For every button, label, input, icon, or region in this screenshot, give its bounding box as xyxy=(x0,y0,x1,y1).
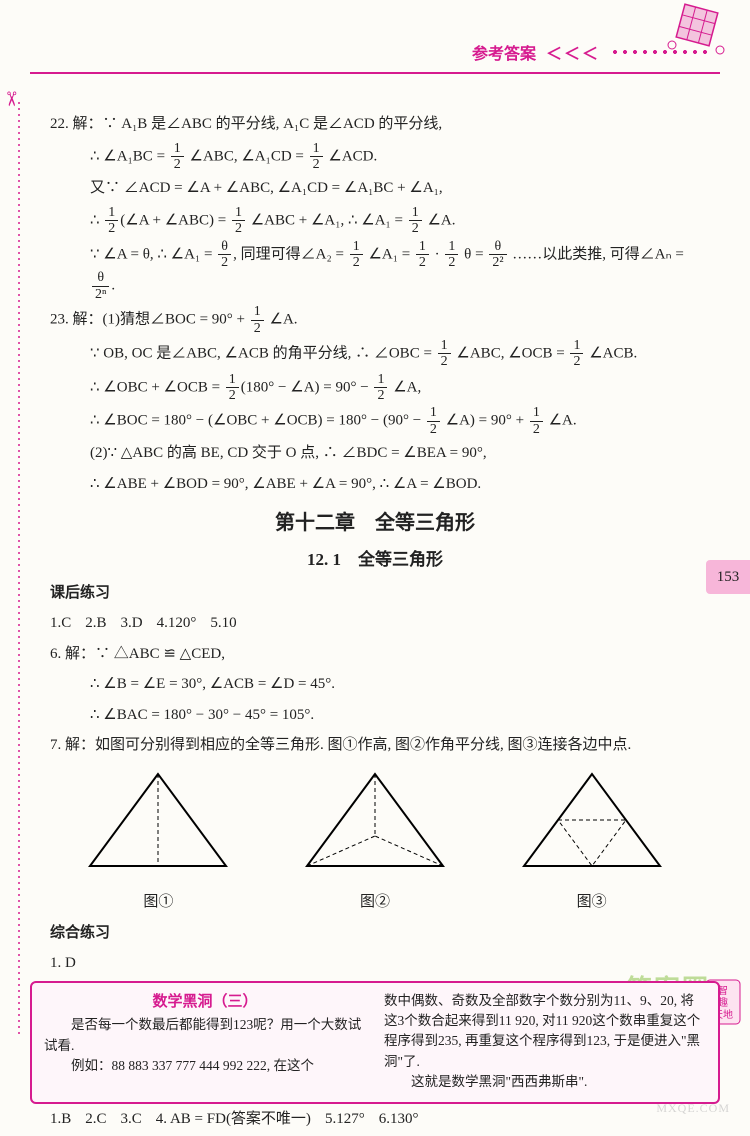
q22-line4: ∵ ∠A = θ, ∴ ∠A₁ = θ2, 同理可得∠A₂ = 12 ∠A₁ =… xyxy=(50,239,700,303)
fig3-label: 图③ xyxy=(512,888,672,917)
header-text: 参考答案 xyxy=(472,46,536,63)
q22-intro: 22. 解：∵ A₁B 是∠ABC 的平分线, A₁C 是∠ACD 的平分线, xyxy=(50,110,700,139)
footer-left-1: 是否每一个数最后都能得到123呢？用一个大数试试看. xyxy=(44,1015,366,1056)
q6-l2: ∴ ∠B = ∠E = 30°, ∠ACB = ∠D = 45°. xyxy=(50,670,700,699)
q23-line5: ∴ ∠ABE + ∠BOD = 90°, ∠ABE + ∠A = 90°, ∴ … xyxy=(50,470,700,499)
figure-row: 图① 图② 图③ xyxy=(50,766,700,917)
figure-1: 图① xyxy=(78,766,238,917)
ex1-answers: 1.B2.C3.C4. AB = FD(答案不唯一)5.127°6.130° xyxy=(50,1105,700,1134)
footer-right-2: 这就是数学黑洞"西西弗斯串". xyxy=(384,1072,706,1092)
footer-left-2: 例如：88 883 337 777 444 992 222, 在这个 xyxy=(44,1056,366,1076)
postclass-label: 课后练习 xyxy=(50,579,700,608)
figure-2: 图② xyxy=(295,766,455,917)
composite-label: 综合练习 xyxy=(50,919,700,948)
footer-title: 数学黑洞（三） xyxy=(44,991,366,1014)
page-number-tab: 153 xyxy=(706,560,750,594)
q6-l3: ∴ ∠BAC = 180° − 30° − 45° = 105°. xyxy=(50,701,700,730)
footer-right: 数中偶数、奇数及全部数字个数分别为11、9、20, 将这3个数合起来得到11 9… xyxy=(384,991,706,1092)
fig2-label: 图② xyxy=(295,888,455,917)
q23-line2: ∴ ∠OBC + ∠OCB = 12(180° − ∠A) = 90° − 12… xyxy=(50,372,700,404)
cube-mascot-icon xyxy=(620,0,750,70)
q23-line3: ∴ ∠BOC = 180° − (∠OBC + ∠OCB) = 180° − (… xyxy=(50,405,700,437)
chapter-title: 第十二章 全等三角形 xyxy=(50,504,700,542)
top-divider xyxy=(30,72,720,74)
footer-left: 数学黑洞（三） 是否每一个数最后都能得到123呢？用一个大数试试看. 例如：88… xyxy=(44,991,366,1092)
q6-l1: 6. 解：∵ △ABC ≌ △CED, xyxy=(50,640,700,669)
q23-line1: ∵ OB, OC 是∠ABC, ∠ACB 的角平分线, ∴ ∠OBC = 12 … xyxy=(50,338,700,370)
left-perforation xyxy=(18,100,20,1034)
scissor-icon: ✂ xyxy=(0,91,29,108)
q23-intro: 23. 解：(1)猜想∠BOC = 90° + 12 ∠A. xyxy=(50,304,700,336)
figure-3: 图③ xyxy=(512,766,672,917)
q22-line2: 又∵ ∠ACD = ∠A + ∠ABC, ∠A₁CD = ∠A₁BC + ∠A₁… xyxy=(50,174,700,203)
comp-a1: 1. D xyxy=(50,949,700,978)
q22-line1: ∴ ∠A₁BC = 12 ∠ABC, ∠A₁CD = 12 ∠ACD. xyxy=(50,141,700,173)
page-header-label: 参考答案 ＜＜＜ xyxy=(472,40,600,70)
q7-text: 7. 解：如图可分别得到相应的全等三角形. 图①作高, 图②作角平分线, 图③连… xyxy=(50,731,700,760)
q22-line3: ∴ 12(∠A + ∠ABC) = 12 ∠ABC + ∠A₁, ∴ ∠A₁ =… xyxy=(50,205,700,237)
header-arrows: ＜＜＜ xyxy=(546,46,600,63)
section-title-1: 12. 1 全等三角形 xyxy=(50,544,700,576)
footer-right-1: 数中偶数、奇数及全部数字个数分别为11、9、20, 将这3个数合起来得到11 9… xyxy=(384,991,706,1072)
s1-answers: 1.C2.B3.D4.120°5.10 xyxy=(50,609,700,638)
fig1-label: 图① xyxy=(78,888,238,917)
q23-line4: (2)∵ △ABC 的高 BE, CD 交于 O 点, ∴ ∠BDC = ∠BE… xyxy=(50,439,700,468)
footer-box: 数学黑洞（三） 是否每一个数最后都能得到123呢？用一个大数试试看. 例如：88… xyxy=(30,981,720,1104)
